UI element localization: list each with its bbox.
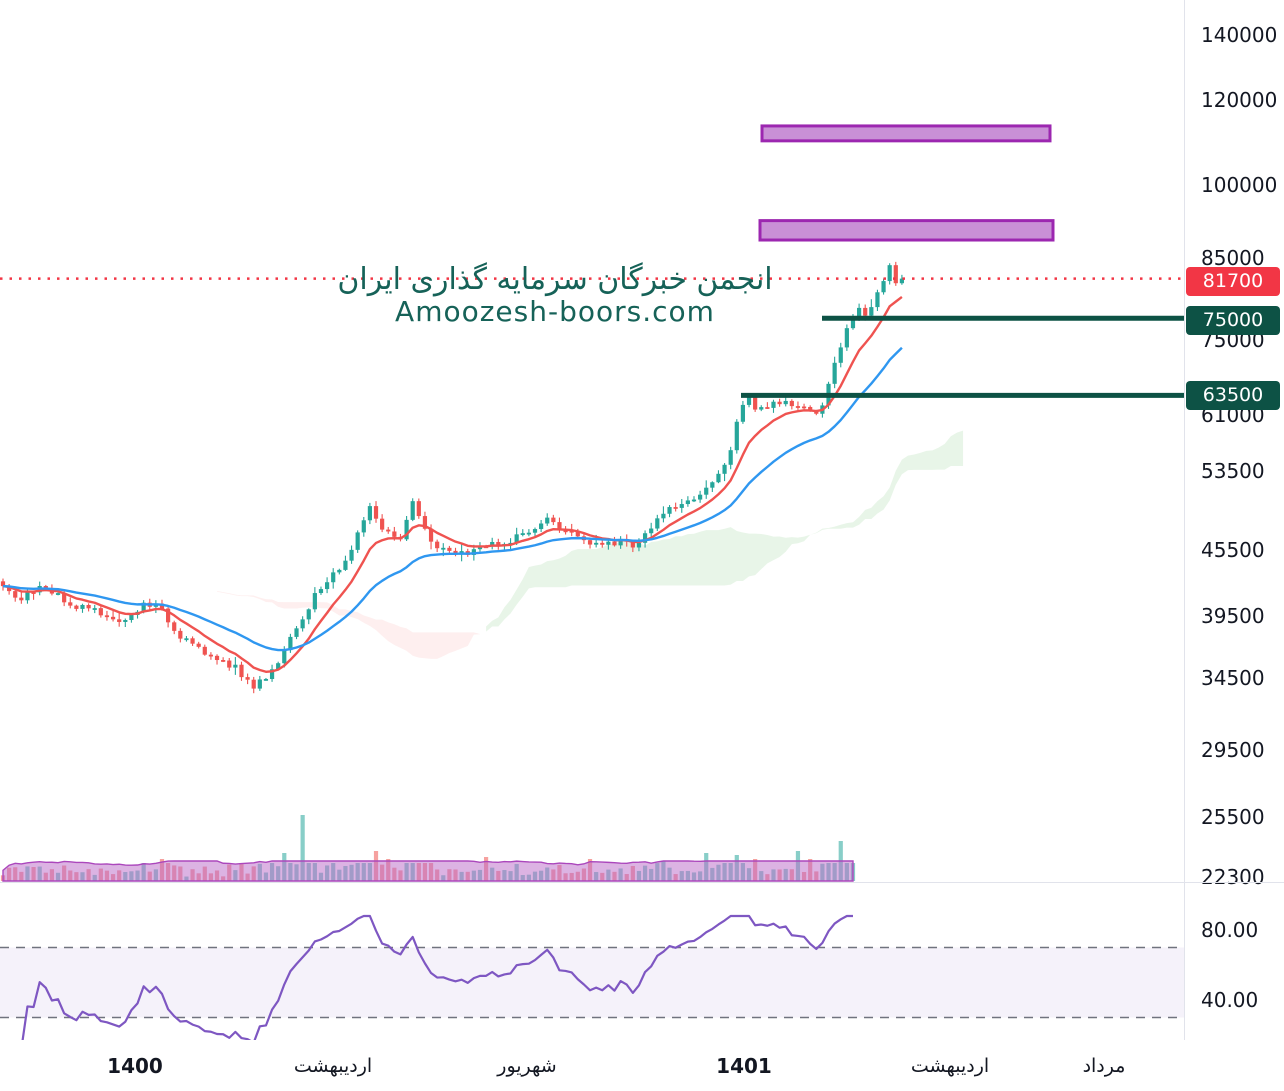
time-axis-label: مرداد (1082, 1054, 1126, 1077)
time-axis-label: اردیبهشت (910, 1054, 990, 1077)
time-axis-label: شهریور (497, 1054, 557, 1077)
drawing-annotations[interactable] (0, 124, 1184, 398)
price-axis-label: 39500 (1201, 604, 1265, 628)
level-price-badge: 63500 (1186, 380, 1280, 410)
price-axis-label: 140000 (1201, 23, 1278, 47)
rsi-line[interactable] (9, 914, 853, 1051)
ichimoku-cloud[interactable] (161, 430, 964, 659)
price-axis-label: 29500 (1201, 738, 1265, 762)
rsi-pane[interactable] (0, 914, 1184, 1051)
price-axis-label: 34500 (1201, 666, 1265, 690)
last-price-badge: 81700 (1186, 266, 1280, 296)
price-axis-label: 25500 (1201, 805, 1265, 829)
price-axis-label: 85000 (1201, 246, 1265, 270)
time-axis-label: 1401 (716, 1053, 772, 1078)
price-axis-label: 100000 (1201, 173, 1278, 197)
price-axis-label: 53500 (1201, 459, 1265, 483)
supply-zone-rect[interactable] (760, 124, 1052, 143)
moving-average-lines[interactable] (2, 295, 903, 673)
price-axis-label: 45500 (1201, 538, 1265, 562)
time-axis-label: 1400 (107, 1053, 163, 1078)
level-price-badge: 75000 (1186, 305, 1280, 335)
time-axis[interactable]: 1400 اردیبهشت شهریور 1401 اردیبهشت مرداد (0, 1040, 1284, 1091)
price-axis-label: 22300 (1201, 865, 1265, 889)
time-axis-label: اردیبهشت (293, 1054, 373, 1077)
indicator-axis-label: 80.00 (1201, 918, 1259, 942)
price-axis-label: 120000 (1201, 88, 1278, 112)
indicator-axis-label: 40.00 (1201, 988, 1259, 1012)
volume-ma-area[interactable] (2, 860, 854, 882)
axis-divider (1184, 0, 1185, 1091)
candlestick-series[interactable] (0, 261, 905, 694)
pane-separator-price-rsi[interactable] (0, 882, 1284, 883)
supply-zone-rect[interactable] (758, 219, 1055, 242)
